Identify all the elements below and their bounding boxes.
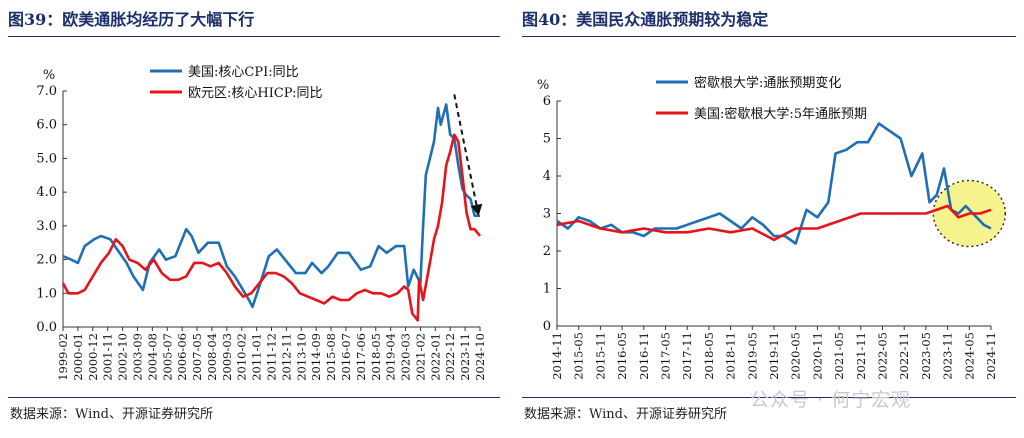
x-tick-label: 2017-11 (680, 332, 694, 380)
x-tick-label: 2006-06 (175, 333, 189, 381)
y-tick-label: 1 (543, 282, 551, 297)
x-tick-label: 2024-11 (984, 332, 998, 380)
right-figure-title: 图40：美国民众通胀预期较为稳定 (522, 10, 769, 29)
legend-label-2: 欧元区:核心HICP:同比 (188, 86, 322, 101)
x-tick-label: 2022-01 (428, 333, 442, 381)
x-tick-label: 2000-01 (71, 333, 85, 381)
left-title-rule (8, 36, 500, 37)
x-tick-label: 2024-05 (962, 332, 976, 380)
y-tick-label: 0 (543, 319, 551, 334)
x-tick-label: 2021-11 (854, 332, 868, 380)
x-tick-label: 2017-05 (659, 332, 673, 380)
series-line-2 (556, 204, 992, 242)
x-tick-label: 1999-02 (56, 333, 70, 381)
right-bottom-rule (522, 397, 1016, 398)
y-tick-label: 1.0 (36, 286, 57, 301)
x-tick-label: 2000-12 (86, 333, 100, 381)
series-line-1 (556, 122, 992, 245)
x-tick-label: 2019-11 (767, 332, 781, 380)
watermark: 公众号 · 何宁宏观 (750, 389, 912, 411)
left-bottom-rule (8, 397, 500, 398)
x-tick-label: 2011-12 (265, 333, 279, 381)
left-figure-title: 图39：欧美通胀均经历了大幅下行 (8, 10, 255, 29)
x-tick-label: 2020-05 (789, 332, 803, 380)
x-tick-label: 2012-11 (279, 333, 293, 381)
x-tick-label: 2009-03 (220, 333, 234, 381)
y-tick-label: 2 (543, 244, 551, 259)
x-tick-label: 2016-05 (615, 332, 629, 380)
y-tick-label: 2.0 (36, 253, 57, 268)
x-tick-label: 2024-10 (473, 333, 487, 381)
x-tick-label: 2011-01 (250, 333, 264, 381)
x-tick-label: 2015-08 (324, 333, 338, 381)
y-axis-unit: % (43, 68, 55, 83)
x-tick-label: 2010-02 (235, 333, 249, 381)
series-line-1 (62, 103, 480, 309)
y-tick-label: 4 (543, 169, 551, 184)
x-tick-label: 2015-05 (572, 332, 586, 380)
legend-label-2: 美国:密歇根大学:5年通胀预期 (694, 106, 867, 122)
x-tick-label: 2019-04 (384, 333, 398, 381)
y-tick-label: 3.0 (36, 219, 57, 234)
x-tick-label: 2023-05 (919, 332, 933, 380)
x-tick-label: 2014-11 (550, 332, 564, 380)
x-tick-label: 2002-10 (116, 333, 130, 381)
x-tick-label: 2023-11 (458, 333, 472, 381)
x-tick-label: 2018-05 (702, 332, 716, 380)
x-tick-label: 2018-11 (724, 332, 738, 380)
y-tick-label: 5 (543, 132, 551, 147)
left-plot-area: 0.01.02.03.04.05.06.07.0%1999-02 2000-01 2… (36, 65, 487, 381)
x-tick-label: 2021-05 (832, 332, 846, 380)
x-tick-label: 2005-07 (160, 333, 174, 381)
y-tick-label: 6.0 (36, 118, 57, 133)
x-tick-label: 2022-05 (876, 332, 890, 380)
x-tick-label: 2020-03 (399, 333, 413, 381)
y-axis-unit: % (537, 78, 549, 93)
x-tick-label: 2016-11 (637, 332, 651, 380)
x-tick-label: 2013-10 (294, 333, 308, 381)
x-tick-label: 2022-11 (897, 332, 911, 380)
right-plot-area: 0 1 2 3 4 5 6% 2014-11 2015-05 2015-11 2016-05 2016… (537, 75, 1006, 380)
y-tick-label: 5.0 (36, 151, 57, 166)
x-tick-label: 2001-11 (101, 333, 115, 381)
legend-label-1: 美国:核心CPI:同比 (188, 65, 299, 80)
legend-label-1: 密歇根大学:通胀预期变化 (694, 75, 841, 91)
right-source-note: 数据来源：Wind、开源证券研究所 (524, 407, 727, 422)
x-tick-label: 2018-05 (369, 333, 383, 381)
x-tick-label: 2008-04 (205, 333, 219, 381)
x-tick-label: 2019-05 (745, 332, 759, 380)
y-tick-label: 0.0 (36, 320, 57, 335)
y-tick-label: 4.0 (36, 185, 57, 200)
y-tick-label: 3 (543, 207, 551, 222)
right-chart: 0 1 2 3 4 5 6% 2014-11 2015-05 2015-11 2016-05 2016… (537, 75, 1006, 380)
series-line-2 (61, 133, 482, 322)
left-chart: 0.01.02.03.04.05.06.07.0%1999-02 2000-01 2… (36, 65, 487, 381)
y-tick-label: 7.0 (36, 84, 57, 99)
x-tick-label: 2017-06 (354, 333, 368, 381)
x-tick-label: 2023-11 (941, 332, 955, 380)
left-source-note: 数据来源：Wind、开源证券研究所 (10, 407, 213, 422)
x-tick-label: 2022-12 (443, 333, 457, 381)
x-tick-label: 2016-07 (339, 333, 353, 381)
trend-arrow-head (470, 203, 483, 216)
x-tick-label: 2007-05 (190, 333, 204, 381)
x-tick-label: 2014-09 (309, 333, 323, 381)
right-title-rule (522, 36, 1016, 37)
x-tick-label: 2015-11 (593, 332, 607, 380)
x-tick-label: 2020-11 (810, 332, 824, 380)
trend-arrow (453, 94, 480, 216)
x-tick-label: 2003-09 (130, 333, 144, 381)
x-tick-label: 2004-08 (145, 333, 159, 381)
x-tick-label: 2021-02 (413, 333, 427, 381)
y-tick-label: 6 (543, 94, 551, 109)
